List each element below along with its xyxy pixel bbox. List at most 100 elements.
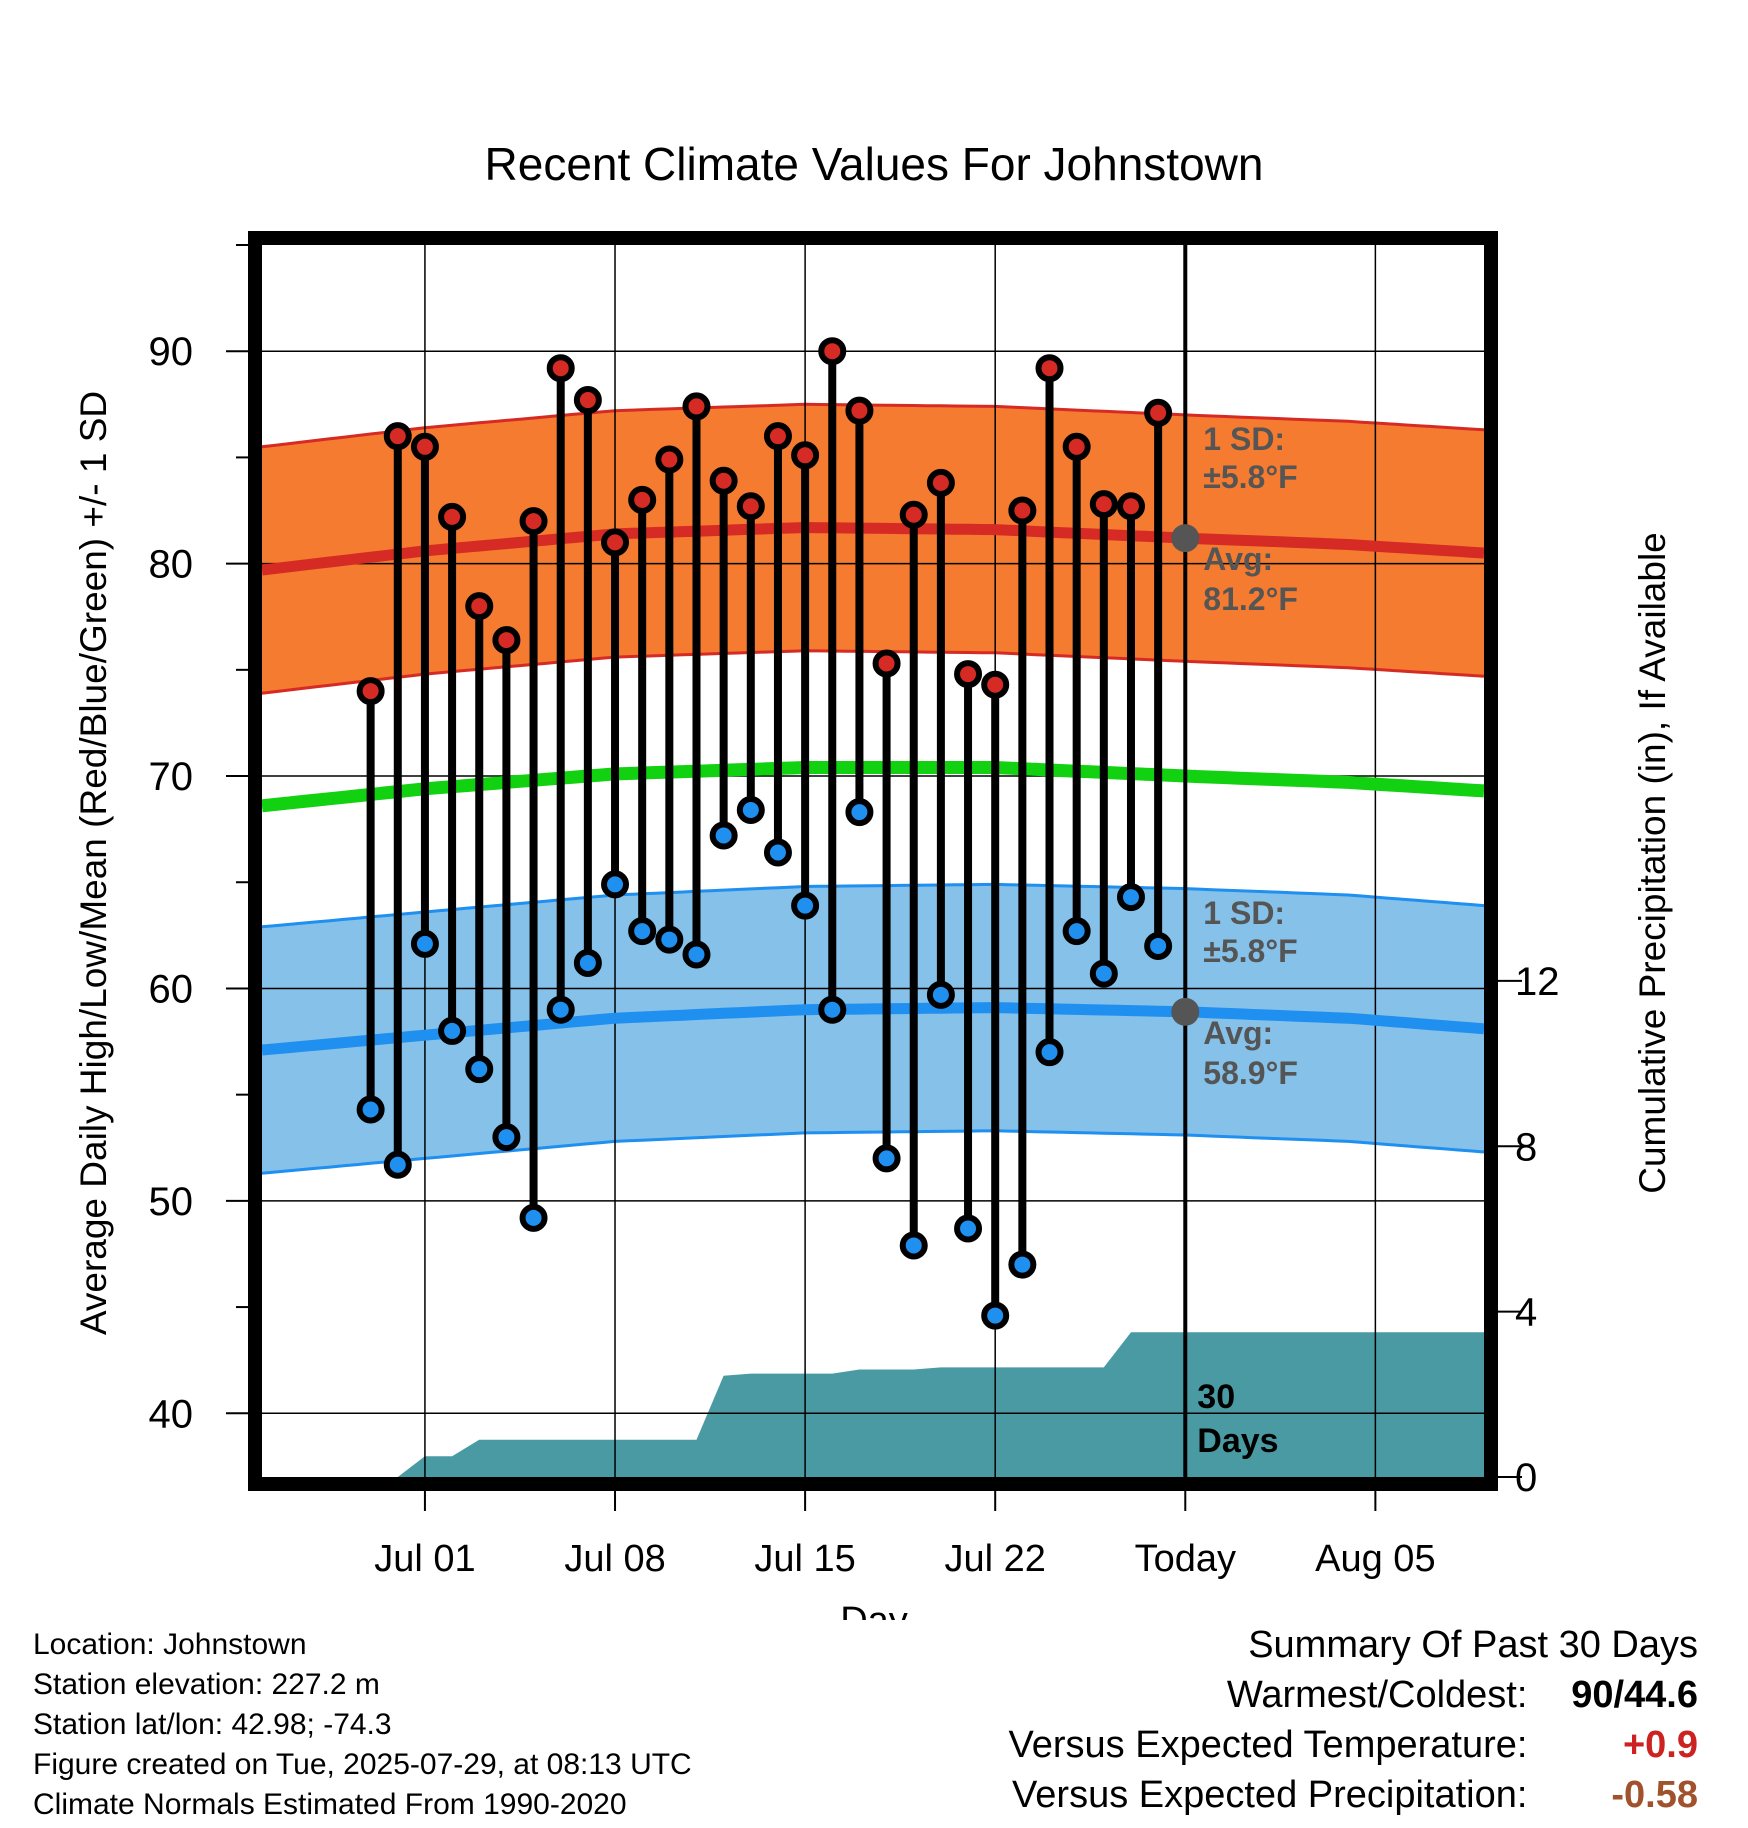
normals-text: Climate Normals Estimated From 1990-2020 xyxy=(33,1788,627,1821)
high-sd-upper-edge xyxy=(261,402,1485,449)
today-high-marker xyxy=(1171,524,1200,553)
plot-frame xyxy=(248,231,1498,1491)
obs-low-point xyxy=(1008,1250,1037,1279)
x-tick-label: Today xyxy=(1135,1538,1236,1580)
location-text: Location: Johnstown xyxy=(33,1628,307,1661)
obs-low-point xyxy=(954,1214,983,1243)
obs-low-point xyxy=(818,995,847,1024)
precip-label: Versus Expected Precipitation: xyxy=(1012,1774,1528,1816)
obs-high-point xyxy=(546,354,575,383)
obs-low-point xyxy=(1035,1038,1064,1067)
left-axis-title: Average Daily High/Low/Mean (Red/Blue/Gr… xyxy=(73,391,114,1335)
right-tick-label: 12 xyxy=(1515,960,1560,1004)
obs-low-point xyxy=(383,1150,412,1179)
low-sd-value: ±5.8°F xyxy=(1203,933,1297,969)
obs-low-point xyxy=(546,995,575,1024)
low-sd-label: 1 SD: xyxy=(1203,895,1285,931)
obs-high-point xyxy=(492,626,521,655)
left-tick-label: 40 xyxy=(149,1392,194,1436)
obs-low-point xyxy=(981,1301,1010,1330)
obs-high-point xyxy=(763,422,792,451)
normal-high-line xyxy=(261,521,1485,576)
temp-label: Versus Expected Temperature: xyxy=(1008,1724,1528,1766)
left-tick-label: 80 xyxy=(149,543,194,587)
obs-high-point xyxy=(926,468,955,497)
obs-low-point xyxy=(736,796,765,825)
obs-low-point xyxy=(573,948,602,977)
obs-high-point xyxy=(682,392,711,421)
temp-value: +0.9 xyxy=(1622,1724,1698,1766)
obs-low-point xyxy=(438,1016,467,1045)
window-days-label: Days xyxy=(1197,1422,1278,1460)
x-tick-label: Aug 05 xyxy=(1315,1538,1435,1580)
obs-low-point xyxy=(926,980,955,1009)
obs-high-point xyxy=(845,396,874,425)
x-axis-title: Day xyxy=(840,1600,908,1620)
obs-low-point xyxy=(763,838,792,867)
obs-high-point xyxy=(709,466,738,495)
low-sd-band xyxy=(262,884,1484,1174)
obs-low-point xyxy=(492,1123,521,1152)
obs-low-point xyxy=(1089,959,1118,988)
obs-high-point xyxy=(1035,354,1064,383)
window-days-number: 30 xyxy=(1197,1378,1235,1416)
obs-low-point xyxy=(1144,931,1173,960)
station-info: Location: Johnstown Station elevation: 2… xyxy=(33,1625,692,1825)
climate-chart: Recent Climate Values For Johnstown 1 SD… xyxy=(73,138,1673,1620)
x-tick-label: Jul 01 xyxy=(374,1538,475,1580)
low-sd-upper-edge xyxy=(261,882,1485,929)
left-tick-label: 60 xyxy=(149,967,194,1011)
obs-high-point xyxy=(601,528,630,557)
elevation-text: Station elevation: 227.2 m xyxy=(33,1668,380,1701)
low-avg-label: Avg: xyxy=(1203,1015,1273,1051)
obs-high-point xyxy=(818,337,847,366)
obs-low-point xyxy=(709,821,738,850)
obs-low-point xyxy=(1062,917,1091,946)
right-tick-label: 4 xyxy=(1515,1291,1537,1335)
obs-high-point xyxy=(791,441,820,470)
high-sd-value: ±5.8°F xyxy=(1203,459,1297,495)
low-sd-lower-edge xyxy=(261,1129,1485,1175)
low-avg-value: 58.9°F xyxy=(1203,1055,1298,1091)
today-low-marker xyxy=(1171,997,1200,1026)
obs-high-point xyxy=(383,422,412,451)
obs-low-point xyxy=(899,1231,928,1260)
obs-high-point xyxy=(981,670,1010,699)
obs-low-point xyxy=(791,891,820,920)
obs-high-point xyxy=(1062,432,1091,461)
obs-high-point xyxy=(899,500,928,529)
obs-high-point xyxy=(573,386,602,415)
summary-title: Summary Of Past 30 Days xyxy=(1248,1624,1698,1666)
obs-low-point xyxy=(410,929,439,958)
left-tick-label: 70 xyxy=(149,755,194,799)
obs-low-point xyxy=(655,925,684,954)
obs-high-point xyxy=(1089,490,1118,519)
high-sd-band xyxy=(262,404,1484,694)
obs-high-point xyxy=(465,592,494,621)
obs-high-point xyxy=(736,492,765,521)
obs-low-point xyxy=(465,1055,494,1084)
obs-high-point xyxy=(655,445,684,474)
obs-high-point xyxy=(356,677,385,706)
obs-high-point xyxy=(872,649,901,678)
warm-cold-value: 90/44.6 xyxy=(1571,1674,1698,1716)
x-tick-label: Jul 22 xyxy=(944,1538,1045,1580)
obs-low-point xyxy=(628,917,657,946)
obs-high-point xyxy=(1008,496,1037,525)
warm-cold-label: Warmest/Coldest: xyxy=(1226,1674,1528,1716)
latlon-text: Station lat/lon: 42.98; -74.3 xyxy=(33,1708,392,1741)
obs-high-point xyxy=(410,432,439,461)
obs-high-point xyxy=(954,660,983,689)
obs-high-point xyxy=(519,507,548,536)
created-text: Figure created on Tue, 2025-07-29, at 08… xyxy=(33,1748,692,1781)
obs-high-point xyxy=(628,485,657,514)
precip-value: -0.58 xyxy=(1611,1774,1698,1816)
right-tick-label: 8 xyxy=(1515,1125,1537,1169)
high-avg-label: Avg: xyxy=(1203,541,1273,577)
obs-low-point xyxy=(872,1144,901,1173)
obs-high-point xyxy=(1144,398,1173,427)
high-sd-label: 1 SD: xyxy=(1203,421,1285,457)
normal-mean-line xyxy=(261,761,1485,813)
obs-low-point xyxy=(845,798,874,827)
chart-title: Recent Climate Values For Johnstown xyxy=(485,138,1264,190)
